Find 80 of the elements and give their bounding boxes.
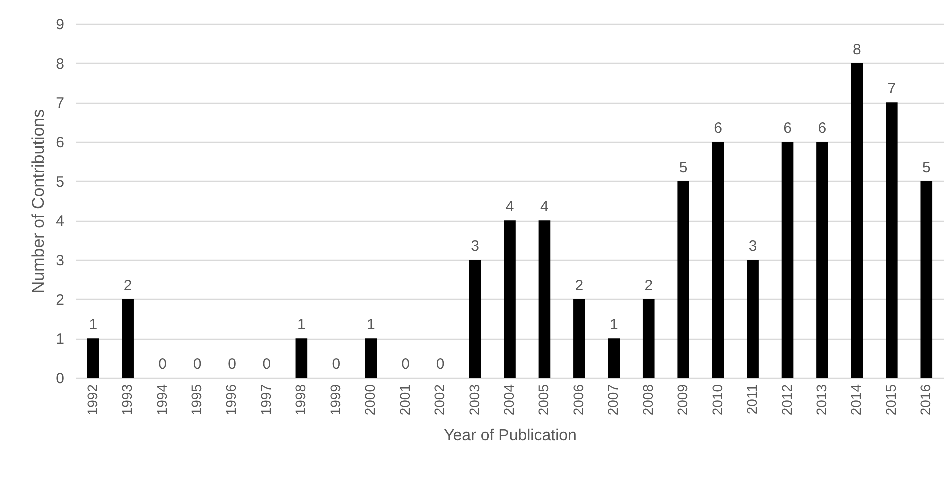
data-label: 0 — [332, 356, 341, 373]
x-tick-label: 1993 — [119, 384, 136, 416]
x-tick-label: 2005 — [536, 384, 552, 416]
bar — [296, 338, 308, 378]
data-label: 2 — [124, 277, 132, 294]
data-label: 1 — [298, 316, 306, 334]
bar — [469, 260, 482, 378]
data-label: 6 — [818, 120, 827, 137]
x-tick-label: 1999 — [327, 384, 344, 416]
bar — [608, 338, 620, 378]
x-tick-label: 2008 — [640, 384, 656, 416]
data-label: 4 — [540, 198, 549, 216]
data-label: 3 — [748, 238, 758, 255]
bar — [365, 338, 378, 378]
x-tick-label: 2015 — [882, 384, 899, 416]
x-tick-label: 2012 — [778, 384, 795, 416]
y-tick-label: 5 — [56, 174, 64, 191]
y-tick-label: 3 — [56, 252, 64, 270]
bar — [747, 260, 759, 378]
y-axis-title: Number of Contributions — [29, 109, 48, 294]
bar — [574, 299, 586, 378]
x-tick-label: 1994 — [154, 384, 170, 416]
x-tick-label: 2006 — [570, 384, 586, 416]
data-label: 0 — [436, 356, 445, 373]
x-tick-label: 2011 — [744, 384, 760, 415]
bar — [538, 220, 551, 378]
data-label: 1 — [366, 316, 376, 334]
data-label: 8 — [853, 41, 862, 58]
x-tick-label: 2004 — [501, 384, 517, 416]
data-label: 2 — [575, 277, 584, 294]
bar — [920, 181, 933, 378]
data-label: 0 — [262, 356, 272, 373]
x-tick-label: 1997 — [258, 384, 274, 416]
data-label: 2 — [644, 277, 654, 294]
y-tick-label: 2 — [56, 292, 64, 309]
bar — [87, 338, 100, 378]
y-tick-label: 4 — [56, 213, 64, 230]
bar — [782, 142, 794, 378]
x-tick-label: 2002 — [432, 384, 448, 416]
x-tick-label: 2016 — [918, 384, 934, 416]
data-label: 0 — [193, 356, 202, 373]
data-label: 4 — [506, 198, 514, 216]
data-label: 6 — [784, 120, 792, 137]
bar — [642, 299, 655, 378]
y-tick-label: 0 — [56, 370, 64, 388]
data-label: 5 — [922, 159, 931, 176]
y-tick-label: 1 — [56, 331, 64, 348]
y-tick-label: 8 — [56, 56, 64, 73]
bar — [712, 142, 724, 378]
x-tick-label: 2003 — [466, 384, 482, 416]
data-label: 1 — [610, 316, 618, 334]
bar — [816, 142, 828, 378]
data-label: 0 — [228, 356, 236, 373]
x-axis-title: Year of Publication — [444, 428, 577, 445]
y-tick-label: 9 — [56, 16, 64, 34]
data-label: 7 — [888, 80, 896, 98]
data-label: 3 — [471, 238, 480, 255]
data-label: 5 — [679, 159, 688, 176]
data-label: 1 — [89, 316, 98, 334]
data-label: 0 — [158, 356, 167, 373]
bar — [678, 181, 690, 378]
y-tick-label: 7 — [56, 95, 64, 112]
x-tick-label: 2013 — [813, 384, 830, 416]
x-tick-label: 2000 — [362, 384, 378, 416]
bar — [851, 63, 864, 378]
x-tick-label: 1992 — [84, 384, 100, 416]
y-tick-label: 6 — [56, 134, 64, 152]
x-tick-label: 2001 — [396, 384, 413, 416]
x-tick-label: 2009 — [674, 384, 691, 416]
x-tick-label: 1998 — [292, 384, 309, 416]
bar — [122, 299, 134, 378]
bar — [504, 220, 516, 378]
data-label: 0 — [402, 356, 410, 373]
bar — [886, 102, 898, 378]
x-tick-label: 2007 — [605, 384, 622, 416]
data-label: 6 — [714, 120, 722, 137]
x-tick-label: 1996 — [223, 384, 240, 416]
x-tick-label: 2014 — [848, 384, 864, 416]
x-tick-label: 2010 — [709, 384, 726, 416]
x-tick-label: 1995 — [188, 384, 205, 416]
